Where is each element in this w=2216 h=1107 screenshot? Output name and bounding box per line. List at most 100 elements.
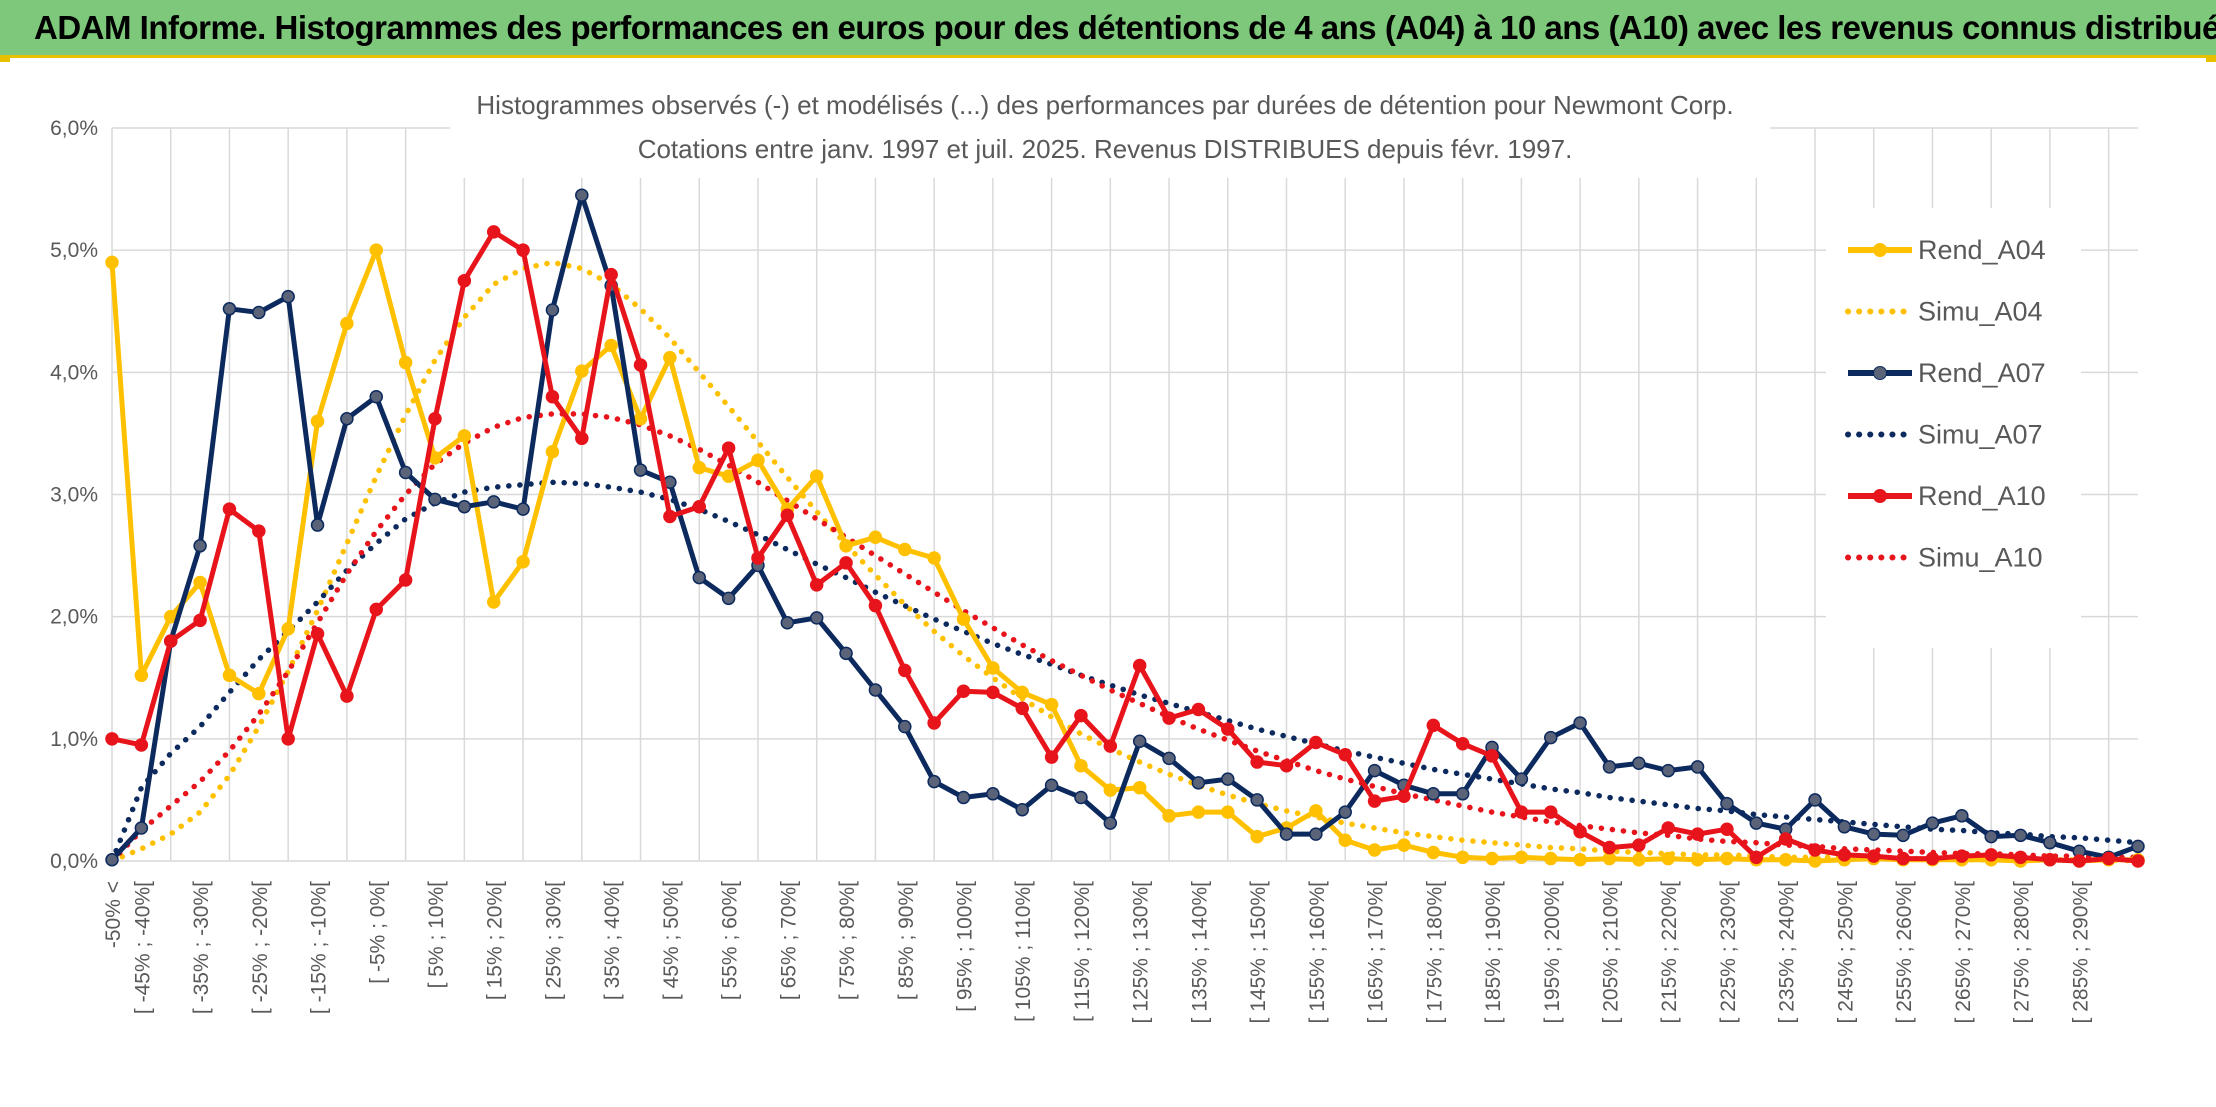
data-point-rend-a04 [604,338,618,353]
data-point-rend-a07 [1955,809,1969,823]
data-point-rend-a04 [633,412,648,426]
data-point-rend-a07 [692,570,706,585]
data-point-rend-a10 [1837,848,1852,862]
x-tick-label: [ -15% ; -10%[ [308,881,331,1014]
data-point-rend-a04 [1808,854,1822,868]
data-point-rend-a07 [1514,772,1529,786]
data-point-rend-a10 [1103,739,1118,753]
x-tick-label: [ 285% ; 290%[ [2069,881,2092,1024]
corner-accent-right [2206,56,2216,62]
data-point-rend-a04 [1015,685,1029,700]
data-point-rend-a07 [1044,778,1059,793]
data-point-rend-a04 [868,530,883,545]
data-point-rend-a04 [340,316,354,331]
data-point-rend-a10 [1015,701,1029,716]
x-tick-label: [ 45% ; 50%[ [660,881,683,1000]
data-point-rend-a10 [1485,749,1499,763]
series-line-rend-a10 [111,229,2139,864]
data-point-rend-a04 [1778,853,1793,867]
y-axis-ticks: 0,0% 1,0% 2,0% 3,0% 4,0% 5,0% 6,0% [50,117,98,873]
data-point-rend-a04 [1250,829,1264,844]
data-point-rend-a07 [575,188,589,202]
series-line-simu-a07 [109,479,2141,864]
data-point-rend-a04 [1074,758,1088,773]
data-point-rend-a04 [457,429,472,443]
data-point-rend-a10 [1661,821,1675,835]
data-point-rend-a10 [1338,747,1352,762]
data-point-rend-a10 [604,267,618,282]
data-point-rend-a04 [1162,809,1176,823]
data-point-rend-a04 [1573,853,1587,867]
data-point-rend-a04 [663,350,677,365]
data-point-rend-a10 [1191,702,1206,717]
data-point-rend-a10 [1955,849,1969,863]
data-point-rend-a07 [780,616,795,630]
x-tick-label: [ 175% ; 180%[ [1423,881,1446,1024]
data-point-rend-a07 [1162,751,1176,766]
data-point-rend-a07 [1602,760,1617,774]
data-point-rend-a07 [1573,716,1587,730]
data-point-rend-a10 [252,524,266,538]
x-tick-label: [ 185% ; 190%[ [1482,881,1505,1024]
data-point-rend-a04 [105,255,119,270]
x-tick-label: [ 275% ; 280%[ [2011,881,2034,1024]
data-point-rend-a04 [1132,780,1147,795]
data-point-rend-a10 [751,551,765,565]
data-point-rend-a04 [398,355,413,370]
y-tick-label: 2,0% [50,606,98,629]
data-point-rend-a07 [898,719,912,734]
data-point-rend-a07 [809,611,824,625]
legend-label: Simu_A04 [1918,297,2043,327]
report-title: ADAM Informe. Histogrammes des performan… [34,8,2216,46]
data-point-rend-a10 [1250,755,1264,769]
data-point-rend-a04 [1426,845,1441,860]
data-point-rend-a04 [1632,853,1646,867]
data-point-rend-a10 [1720,822,1734,836]
data-point-rend-a07 [927,774,941,789]
data-point-rend-a07 [252,305,266,320]
data-point-rend-a10 [1221,722,1235,736]
data-point-rend-a10 [310,627,325,641]
data-point-rend-a10 [457,273,472,288]
data-point-rend-a07 [486,495,501,509]
data-point-rend-a10 [809,578,824,592]
data-point-rend-a07 [457,499,472,514]
data-point-rend-a07 [428,492,442,507]
data-point-rend-a07 [2131,839,2145,854]
data-point-rend-a10 [663,509,677,524]
data-point-rend-a04 [1309,804,1323,818]
data-point-rend-a10 [222,502,237,516]
data-point-rend-a07 [1191,776,1206,790]
data-point-rend-a04 [252,686,266,701]
x-axis-ticks: -50% < [ -45% ; -40%[[ -35% ; -30%[[ -25%… [102,881,2092,1024]
data-point-rend-a07 [1250,793,1264,807]
x-tick-label: [ 165% ; 170%[ [1365,881,1388,1024]
data-point-rend-a04 [575,364,589,378]
legend-label: Simu_A10 [1918,543,2043,573]
x-tick-label: [ 85% ; 90%[ [895,881,918,1000]
data-point-rend-a07 [1661,763,1675,778]
corner-accent-left [0,56,10,62]
data-point-rend-a07 [956,790,971,805]
data-point-rend-a07 [1720,796,1734,811]
data-point-rend-a07 [516,502,530,516]
y-tick-label: 6,0% [50,117,98,140]
data-point-rend-a07 [1749,816,1764,830]
data-point-rend-a07 [193,539,207,553]
data-point-rend-a10 [1690,827,1705,841]
x-tick-label: -50% < [102,881,125,948]
chart-title-line1: Histogrammes observés (-) et modélisés (… [476,90,1733,120]
data-point-rend-a10 [486,225,501,239]
x-tick-label: [ 35% ; 40%[ [601,881,624,1000]
data-point-rend-a10 [1573,824,1587,839]
data-point-rend-a04 [193,575,207,590]
x-tick-label: [ 65% ; 70%[ [777,881,800,1000]
data-point-rend-a07 [2043,835,2057,850]
data-point-rend-a04 [751,453,765,468]
x-tick-label: [ 135% ; 140%[ [1188,881,1211,1024]
data-point-rend-a04 [1514,850,1529,865]
data-point-rend-a10 [281,732,295,746]
data-point-rend-a04 [1661,851,1675,866]
data-point-rend-a04 [1191,805,1206,819]
data-point-rend-a10 [1162,711,1176,725]
